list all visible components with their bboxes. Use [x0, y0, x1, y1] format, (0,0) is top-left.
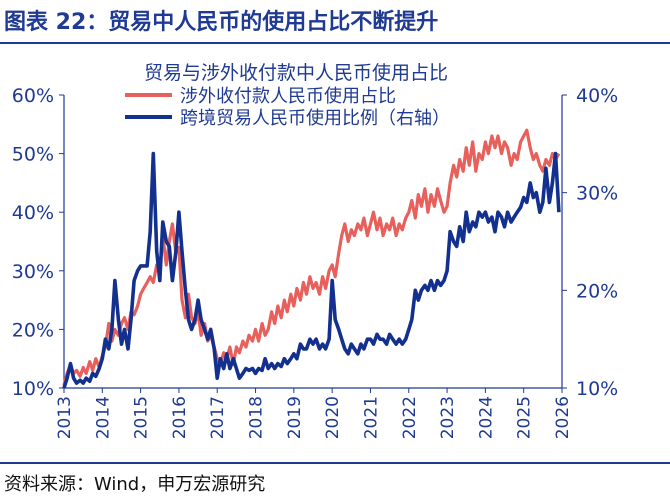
y-left-tick-label: 50% — [12, 144, 54, 166]
y-left-tick-label: 20% — [12, 319, 54, 341]
x-tick-label: 2018 — [247, 396, 267, 439]
y-right-tick-label: 30% — [576, 183, 618, 205]
series-line-cross-border-payments — [62, 128, 561, 386]
axes: 10% 20% 30% 40% 50% 60% 10% 20% 30% 40% 2013 2014 20… — [12, 85, 618, 439]
x-tick-label: 2013 — [55, 396, 75, 439]
y-left-tick-label: 30% — [12, 261, 54, 283]
y-right-tick-label: 40% — [576, 85, 618, 107]
title-rule — [0, 42, 670, 44]
x-tick-label: 2017 — [208, 396, 228, 439]
x-tick-label: 2024 — [476, 396, 496, 439]
y-left-tick-label: 60% — [12, 85, 54, 107]
x-tick-label: 2019 — [285, 396, 305, 439]
header: 图表 22：贸易中人民币的使用占比不断提升 — [0, 0, 670, 44]
x-tick-label: 2016 — [170, 396, 190, 439]
x-tick-label: 2014 — [93, 396, 113, 439]
chart-title: 贸易与涉外收付款中人民币使用占比 — [144, 62, 448, 84]
x-tick-label: 2020 — [323, 396, 343, 439]
source-note: 资料来源：Wind，申万宏源研究 — [4, 474, 266, 495]
y-right-tick-label: 20% — [576, 280, 618, 302]
legend-label: 涉外收付款人民币使用占比 — [180, 86, 396, 107]
x-tick-label: 2025 — [515, 396, 535, 439]
y-left-tick-label: 40% — [12, 202, 54, 224]
y-right-tick-label: 10% — [576, 378, 618, 400]
line-chart: 贸易与涉外收付款中人民币使用占比 涉外收付款人民币使用占比跨境贸易人民币使用比例… — [12, 62, 618, 439]
page-title: 图表 22：贸易中人民币的使用占比不断提升 — [4, 10, 439, 35]
x-tick-label: 2021 — [361, 396, 381, 439]
x-tick-label: 2023 — [438, 396, 458, 439]
series-line-cross-border-trade — [62, 151, 561, 389]
x-tick-label: 2015 — [132, 396, 152, 439]
legend-label: 跨境贸易人民币使用比例（右轴） — [180, 108, 450, 129]
x-tick-label: 2026 — [553, 396, 573, 439]
series-layer — [62, 128, 561, 389]
x-tick-label: 2022 — [400, 396, 420, 439]
y-left-tick-label: 10% — [12, 378, 54, 400]
footer-rule — [0, 462, 670, 464]
